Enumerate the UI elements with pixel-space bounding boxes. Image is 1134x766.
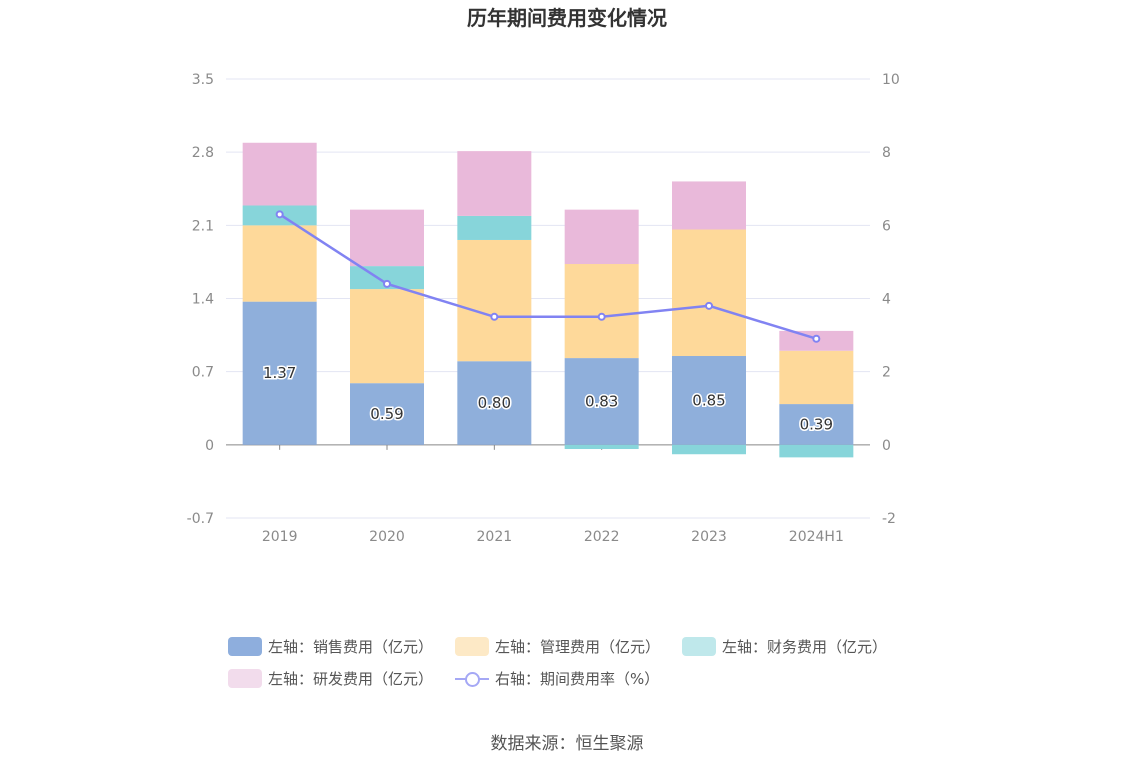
bar-admin-2022: [564, 264, 639, 359]
bar-finance-2024H1: [779, 444, 854, 458]
rate-point-2023: [705, 301, 713, 310]
bar-admin-2023: [672, 229, 746, 356]
bar-value-label: 0.85: [692, 391, 725, 409]
left-axis: 3.5 2.8 2.1 1.4 0.7 0 -0.7: [187, 72, 214, 527]
bar-rnd-2020: [350, 209, 424, 267]
legend-item-rnd[interactable]: 左轴：研发费用（亿元）: [228, 668, 433, 689]
left-tick-label: 2.8: [192, 145, 214, 161]
bar-rnd-2021: [457, 151, 532, 216]
rate-point-2020: [383, 279, 391, 288]
rate-point-2024H1: [812, 334, 821, 343]
rate-point-2022: [597, 312, 606, 321]
x-tick-label: 2019: [262, 529, 298, 545]
legend-item-sales[interactable]: 左轴：销售费用（亿元）: [228, 636, 433, 657]
x-tick-label: 2023: [691, 529, 727, 545]
right-tick-label: 0: [882, 438, 891, 454]
legend-label-rate: 右轴：期间费用率（%）: [495, 669, 660, 688]
bar-sales-2020: [350, 383, 424, 445]
bar-value-label: 0.59: [370, 405, 403, 423]
bar-value-label: 0.39: [800, 415, 833, 433]
bar-value-label: 0.83: [585, 392, 618, 410]
right-tick-label: 10: [882, 72, 900, 88]
legend-swatch-sales: [228, 636, 262, 656]
x-axis: 2019 2020 2021 2022 2023 2024H1: [226, 444, 870, 545]
bar-admin-2021: [457, 239, 532, 362]
right-tick-label: 6: [882, 218, 891, 234]
left-tick-label: 0.7: [192, 365, 214, 381]
left-tick-label: -0.7: [187, 511, 214, 527]
legend-item-rate[interactable]: 右轴：期间费用率（%）: [455, 668, 659, 689]
bar-sales-2021: [457, 361, 532, 445]
bar-sales-2019: [242, 301, 317, 445]
bar-finance-2023: [672, 444, 746, 455]
legend-line-icon: [455, 669, 490, 688]
legend-label-admin: 左轴：管理费用（亿元）: [495, 637, 661, 656]
right-axis: 10 8 6 4 2 0 -2: [882, 72, 900, 527]
x-tick-label: 2020: [369, 529, 405, 545]
bar-value-label: 1.37: [263, 364, 296, 382]
chart-title: 历年期间费用变化情况: [467, 6, 667, 30]
bar-rnd-2019: [242, 142, 317, 206]
right-tick-label: 2: [882, 365, 891, 381]
bar-value-label: 0.80: [478, 394, 511, 412]
x-tick-label: 2022: [584, 529, 620, 545]
bar-data-labels: 1.37 0.59 0.80 0.83 0.85 0.39: [261, 363, 834, 435]
right-tick-label: 8: [882, 145, 891, 161]
x-tick-label: 2024H1: [789, 529, 844, 545]
rate-point-2019: [275, 210, 284, 219]
rate-line: [278, 213, 817, 340]
bar-sales-2023: [672, 355, 746, 445]
legend-item-admin[interactable]: 左轴：管理费用（亿元）: [455, 636, 660, 657]
bar-rnd-2023: [672, 181, 746, 230]
x-tick-label: 2021: [477, 529, 513, 545]
bar-series: [242, 142, 854, 458]
left-tick-label: 3.5: [192, 72, 214, 88]
legend-label-rnd: 左轴：研发费用（亿元）: [268, 669, 434, 688]
bar-sales-2022: [564, 358, 639, 445]
data-source: 数据来源：恒生聚源: [490, 734, 644, 754]
legend-swatch-rnd: [228, 668, 262, 688]
legend-swatch-admin: [455, 636, 490, 656]
grid-lines: [226, 78, 870, 519]
legend-label-finance: 左轴：财务费用（亿元）: [722, 637, 888, 656]
left-tick-label: 1.4: [192, 292, 214, 308]
rate-line-series: [275, 210, 821, 343]
bar-admin-2024H1: [779, 350, 854, 405]
legend-swatch-finance: [682, 636, 717, 656]
bar-finance-2021: [457, 215, 532, 240]
legend: 左轴：销售费用（亿元） 左轴：管理费用（亿元） 左轴：财务费用（亿元） 左轴：研…: [228, 630, 928, 694]
bar-admin-2020: [350, 289, 424, 384]
rate-point-2021: [490, 312, 499, 321]
bar-rnd-2022: [564, 209, 639, 265]
left-tick-label: 0: [205, 438, 214, 454]
right-tick-label: 4: [882, 292, 891, 308]
left-tick-label: 2.1: [192, 218, 214, 234]
right-tick-label: -2: [882, 511, 896, 527]
bar-sales-2024H1: [779, 404, 854, 445]
legend-item-finance[interactable]: 左轴：财务费用（亿元）: [682, 636, 887, 657]
legend-label-sales: 左轴：销售费用（亿元）: [268, 637, 434, 656]
bar-admin-2019: [242, 225, 317, 302]
bar-finance-2022: [564, 444, 639, 450]
